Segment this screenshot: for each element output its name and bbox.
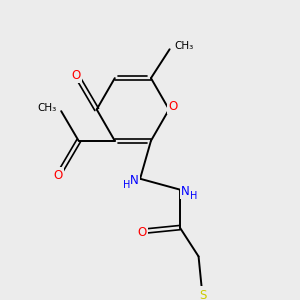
- Text: O: O: [168, 100, 178, 113]
- Text: O: O: [54, 169, 63, 182]
- Text: H: H: [123, 180, 130, 190]
- Text: S: S: [199, 289, 207, 300]
- Text: H: H: [190, 191, 197, 201]
- Text: N: N: [130, 174, 139, 187]
- Text: O: O: [72, 69, 81, 82]
- Text: N: N: [181, 185, 190, 198]
- Text: CH₃: CH₃: [174, 41, 194, 51]
- Text: O: O: [137, 226, 146, 239]
- Text: CH₃: CH₃: [37, 103, 56, 113]
